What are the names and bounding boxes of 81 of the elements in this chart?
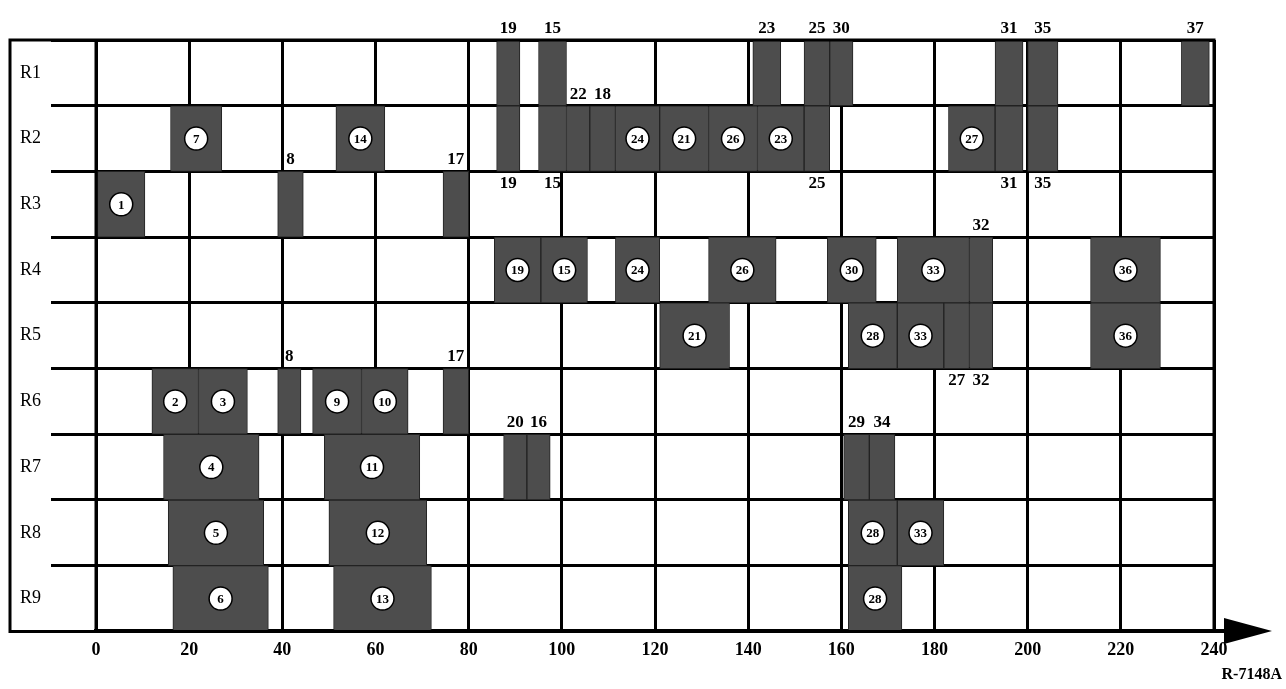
x-tick-label: 220 xyxy=(1107,638,1135,659)
x-tick-label: 80 xyxy=(459,638,478,659)
text: 19 xyxy=(511,262,525,278)
series-label: 19 xyxy=(499,173,517,193)
series-label: 20 xyxy=(506,412,524,432)
series-label: 30 xyxy=(832,17,850,37)
x-tick-label: 120 xyxy=(641,638,669,659)
series-label: 18 xyxy=(594,83,612,103)
series-label: 34 xyxy=(873,412,892,432)
text: 21 xyxy=(688,328,702,344)
y-tick-label: R3 xyxy=(19,193,42,214)
text: 30 xyxy=(845,262,859,278)
series-label: 36 xyxy=(1118,262,1133,278)
series-label: 28 xyxy=(866,328,880,344)
x-tick-label: 20 xyxy=(180,638,199,659)
text: 32 xyxy=(972,215,990,235)
text: 33 xyxy=(914,525,928,541)
text: 25 xyxy=(808,17,826,37)
text: 15 xyxy=(544,17,562,37)
series-label: 33 xyxy=(914,328,928,344)
series-label: 10 xyxy=(378,393,392,409)
y-tick-label: R1 xyxy=(19,61,42,82)
series-label: 13 xyxy=(375,590,390,606)
y-tick-label: R5 xyxy=(19,324,42,345)
x-tick-label: 0 xyxy=(91,638,101,659)
series-label: 24 xyxy=(631,130,645,146)
series-label: 21 xyxy=(677,130,691,146)
text: 31 xyxy=(1000,17,1018,37)
text: 17 xyxy=(447,346,465,366)
series-label: 5 xyxy=(212,525,220,541)
series-label: 15 xyxy=(544,173,562,193)
series-label: 4 xyxy=(208,459,216,475)
text: 8 xyxy=(285,346,294,366)
text: 28 xyxy=(868,590,882,606)
y-tick-label: R2 xyxy=(19,127,42,148)
y-tick-label: R7 xyxy=(19,455,42,476)
y-tick-label: R6 xyxy=(19,390,42,411)
text: 35 xyxy=(1034,17,1052,37)
series-label: 22 xyxy=(569,83,587,103)
y-tick-label: R8 xyxy=(19,521,42,542)
y-tick-label: R4 xyxy=(19,258,42,279)
text: 33 xyxy=(926,262,940,278)
text: 28 xyxy=(866,525,880,541)
x-tick-label: 180 xyxy=(921,638,948,659)
x-tick-label: 200 xyxy=(1014,638,1042,659)
series-label: 1 xyxy=(117,196,125,212)
x-tick-label: 40 xyxy=(273,638,292,659)
series-label: 16 xyxy=(530,412,548,432)
text: 23 xyxy=(774,130,788,146)
text: 19 xyxy=(499,17,517,37)
y-tick-label: R9 xyxy=(19,587,42,608)
text: 27 xyxy=(965,130,979,146)
text: 15 xyxy=(557,262,571,278)
series-label: 6 xyxy=(217,590,225,606)
series-label: 31 xyxy=(1000,173,1018,193)
series-label: 2 xyxy=(171,393,179,409)
series-label: 14 xyxy=(353,130,368,146)
text: 36 xyxy=(1118,328,1132,344)
series-label: 35 xyxy=(1034,173,1052,193)
text: 24 xyxy=(631,262,645,278)
x-tick-label: 60 xyxy=(366,638,385,659)
x-tick-label: 240 xyxy=(1200,638,1228,659)
series-label: 9 xyxy=(333,393,341,409)
text: 26 xyxy=(735,262,749,278)
series-label: 3 xyxy=(219,393,227,409)
text: R-7148A xyxy=(1221,665,1283,683)
series-label: 32 xyxy=(972,370,990,390)
series-label: 29 xyxy=(847,412,865,432)
series-label: 8 xyxy=(286,149,295,169)
series-label: 26 xyxy=(726,130,741,146)
series-label: 25 xyxy=(808,173,826,193)
series-label: 7 xyxy=(192,130,200,146)
x-tick-label: 100 xyxy=(548,638,576,659)
series-label: 23 xyxy=(758,17,776,37)
x-tick-label: 160 xyxy=(827,638,855,659)
x-tick-label: 140 xyxy=(734,638,762,659)
series-label: 12 xyxy=(371,525,385,541)
series-label: 37 xyxy=(1186,17,1205,37)
series-label: 27 xyxy=(948,370,966,390)
series-label: 17 xyxy=(447,149,465,169)
series-label: 11 xyxy=(365,459,379,475)
